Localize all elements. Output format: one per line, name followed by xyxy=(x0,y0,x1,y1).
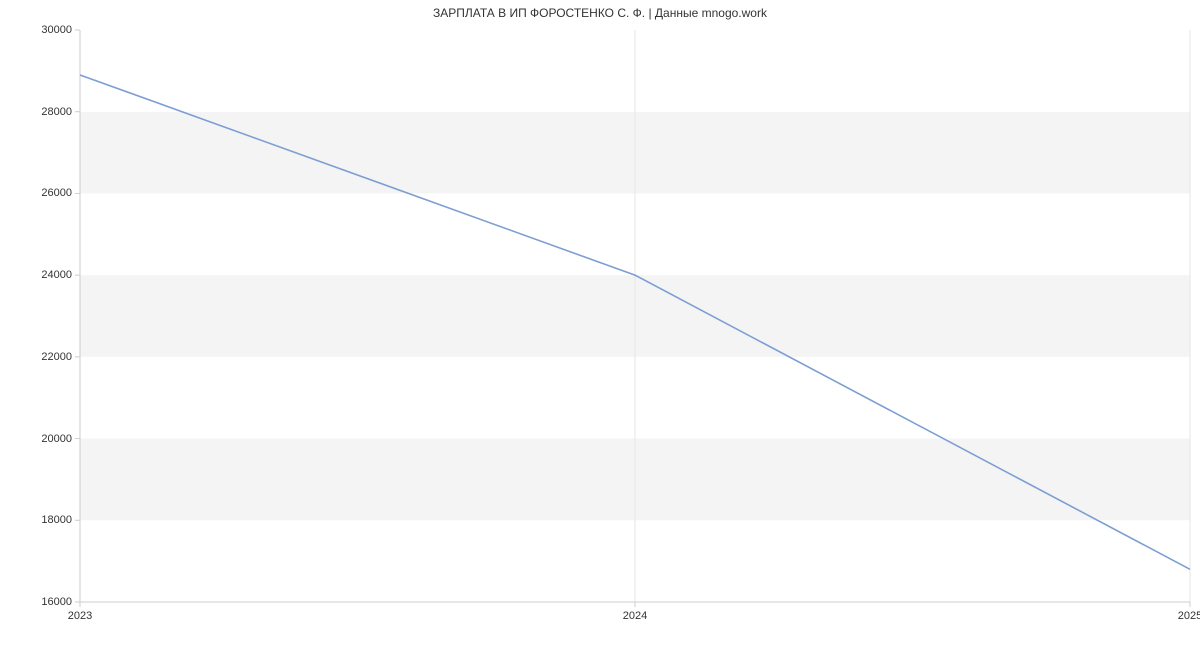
y-tick-label: 16000 xyxy=(12,596,72,608)
plot-area xyxy=(80,30,1190,602)
plot-svg xyxy=(80,30,1190,602)
y-tick-label: 22000 xyxy=(12,351,72,363)
y-tick-label: 24000 xyxy=(12,269,72,281)
x-tick-label: 2025 xyxy=(1178,610,1200,622)
y-tick-label: 30000 xyxy=(12,24,72,36)
chart-title: ЗАРПЛАТА В ИП ФОРОСТЕНКО С. Ф. | Данные … xyxy=(0,6,1200,20)
chart-container: ЗАРПЛАТА В ИП ФОРОСТЕНКО С. Ф. | Данные … xyxy=(0,0,1200,650)
y-tick-label: 20000 xyxy=(12,433,72,445)
x-tick-label: 2024 xyxy=(623,610,647,622)
y-tick-label: 26000 xyxy=(12,187,72,199)
y-tick-label: 28000 xyxy=(12,106,72,118)
y-tick-label: 18000 xyxy=(12,514,72,526)
x-tick-label: 2023 xyxy=(68,610,92,622)
